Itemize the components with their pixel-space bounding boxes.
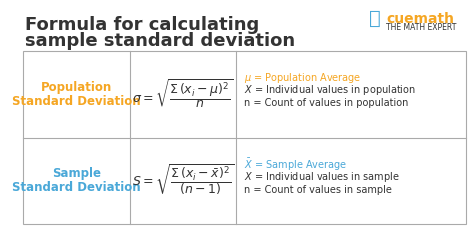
Text: Sample: Sample [52, 167, 101, 180]
Text: $X$ = Individual values in population: $X$ = Individual values in population [244, 83, 416, 97]
Text: $S = \sqrt{\dfrac{\Sigma\,(x_i - \bar{x})^2}{(n - 1)}}$: $S = \sqrt{\dfrac{\Sigma\,(x_i - \bar{x}… [132, 163, 234, 198]
Text: $X$ = Individual values in sample: $X$ = Individual values in sample [244, 170, 400, 184]
Text: n = Count of values in sample: n = Count of values in sample [244, 185, 392, 195]
Text: Standard Deviation: Standard Deviation [12, 95, 141, 108]
Text: cuemath: cuemath [386, 12, 454, 26]
Text: Formula for calculating: Formula for calculating [25, 16, 259, 34]
Text: THE MATH EXPERT: THE MATH EXPERT [386, 23, 456, 32]
Text: Population: Population [41, 81, 112, 94]
Text: n = Count of values in population: n = Count of values in population [244, 98, 408, 108]
Text: $\mu$ = Population Average: $\mu$ = Population Average [244, 71, 361, 85]
Text: Standard Deviation: Standard Deviation [12, 181, 141, 194]
Text: $\sigma = \sqrt{\dfrac{\Sigma\,(x_i - \mu)^2}{n}}$: $\sigma = \sqrt{\dfrac{\Sigma\,(x_i - \m… [132, 78, 234, 111]
Text: sample standard deviation: sample standard deviation [25, 32, 295, 50]
Text: $\bar{X}$ = Sample Average: $\bar{X}$ = Sample Average [244, 157, 347, 173]
Text: 🚀: 🚀 [369, 9, 380, 28]
FancyBboxPatch shape [23, 51, 466, 224]
